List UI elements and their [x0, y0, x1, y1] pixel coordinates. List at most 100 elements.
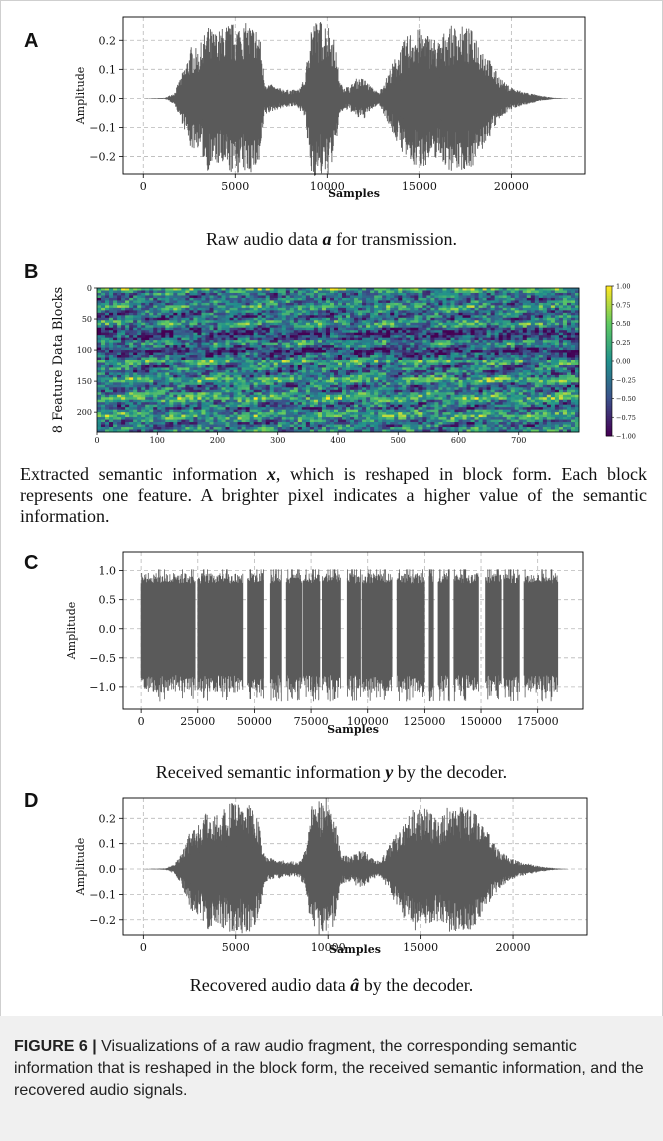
heatmap-cell: [149, 367, 154, 371]
heatmap-cell: [422, 330, 427, 333]
heatmap-cell: [510, 352, 516, 356]
heatmap-cell: [217, 362, 222, 366]
heatmap-cell: [301, 312, 307, 316]
heatmap-cell: [538, 347, 544, 351]
heatmap-cell: [414, 332, 419, 336]
heatmap-cell: [157, 350, 162, 353]
heatmap-cell: [546, 292, 552, 296]
heatmap-cell: [265, 288, 271, 291]
heatmap-cell: [145, 350, 150, 353]
heatmap-cell: [317, 357, 323, 361]
heatmap-cell: [514, 360, 520, 363]
heatmap-cell: [442, 295, 447, 299]
heatmap-cell: [213, 369, 218, 373]
heatmap-cell: [293, 332, 299, 336]
heatmap-cell: [386, 335, 391, 338]
heatmap-cell: [241, 362, 246, 366]
heatmap-cell: [233, 292, 238, 296]
heatmap-cell: [265, 377, 271, 381]
heatmap-cell: [189, 345, 194, 348]
heatmap-cell: [522, 347, 528, 351]
heatmap-cell: [329, 374, 335, 378]
heatmap-cell: [273, 379, 279, 383]
heatmap-cell: [141, 352, 146, 356]
heatmap-cell: [297, 288, 303, 291]
heatmap-cell: [378, 292, 383, 296]
heatmap-cell: [105, 292, 110, 296]
heatmap-cell: [193, 320, 198, 324]
heatmap-cell: [105, 340, 110, 343]
heatmap-cell: [261, 307, 266, 311]
heatmap-cell: [358, 345, 363, 348]
heatmap-cell: [109, 327, 114, 331]
heatmap-cell: [233, 315, 238, 319]
heatmap-cell: [221, 340, 226, 343]
heatmap-cell: [342, 362, 347, 366]
heatmap-cell: [269, 367, 275, 371]
heatmap-cell: [434, 332, 439, 336]
heatmap-cell: [321, 345, 327, 348]
heatmap-cell: [113, 347, 118, 351]
heatmap-cell: [514, 387, 520, 391]
heatmap-cell: [526, 317, 532, 321]
heatmap-cell: [153, 389, 158, 393]
heatmap-cell: [402, 377, 407, 381]
heatmap-cell: [289, 355, 295, 358]
heatmap-cell: [169, 374, 174, 378]
heatmap-cell: [233, 332, 238, 336]
heatmap-cell: [261, 372, 266, 376]
heatmap-cell: [390, 350, 395, 353]
heatmap-cell: [269, 317, 275, 321]
heatmap-cell: [241, 367, 246, 371]
heatmap-cell: [229, 357, 234, 361]
heatmap-cell: [153, 335, 158, 338]
heatmap-cell: [354, 369, 359, 373]
heatmap-cell: [233, 310, 238, 314]
heatmap-cell: [526, 300, 532, 304]
heatmap-cell: [442, 312, 447, 316]
heatmap-cell: [462, 352, 467, 356]
heatmap-cell: [538, 357, 544, 361]
heatmap-cell: [137, 374, 142, 378]
heatmap-cell: [109, 335, 114, 338]
heatmap-cell: [237, 372, 242, 376]
heatmap-cell: [374, 345, 379, 348]
heatmap-cell: [281, 377, 287, 381]
heatmap-cell: [249, 345, 254, 348]
heatmap-cell: [402, 379, 407, 383]
heatmap-cell: [313, 350, 319, 353]
heatmap-cell: [249, 302, 254, 306]
heatmap-cell: [249, 297, 254, 301]
heatmap-cell: [181, 374, 186, 378]
heatmap-cell: [205, 300, 210, 304]
heatmap-cell: [101, 307, 106, 311]
heatmap-cell: [482, 387, 487, 391]
heatmap-cell: [494, 367, 499, 371]
heatmap-cell: [494, 372, 499, 376]
heatmap-cell: [205, 302, 210, 306]
heatmap-cell: [129, 340, 134, 343]
heatmap-cell: [538, 335, 544, 338]
heatmap-cell: [554, 332, 560, 336]
heatmap-cell: [197, 362, 202, 366]
heatmap-cell: [570, 307, 576, 311]
heatmap-cell: [546, 327, 552, 331]
heatmap-cell: [325, 302, 331, 306]
heatmap-cell: [325, 367, 331, 371]
heatmap-cell: [458, 352, 463, 356]
heatmap-cell: [482, 300, 487, 304]
heatmap-cell: [329, 367, 335, 371]
heatmap-cell: [350, 292, 355, 296]
heatmap-cell: [109, 315, 114, 319]
heatmap-cell: [241, 322, 246, 326]
heatmap-cell: [273, 295, 279, 299]
heatmap-cell: [237, 342, 242, 346]
heatmap-cell: [410, 297, 415, 301]
heatmap-cell: [514, 382, 520, 386]
heatmap-cell: [370, 372, 375, 376]
heatmap-cell: [201, 382, 206, 386]
heatmap-cell: [470, 360, 475, 363]
heatmap-cell: [374, 364, 379, 368]
heatmap-cell: [386, 374, 391, 378]
heatmap-cell: [470, 372, 475, 376]
